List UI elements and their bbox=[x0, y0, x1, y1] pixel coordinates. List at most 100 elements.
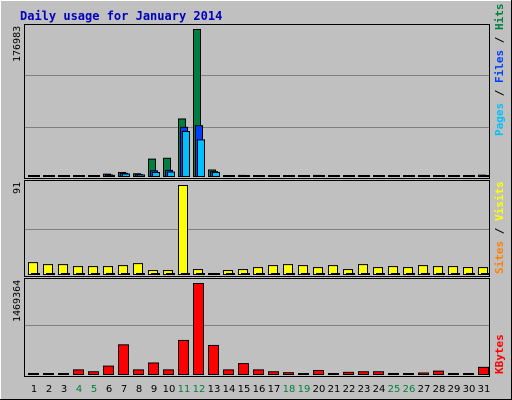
sites-bar bbox=[196, 273, 205, 275]
legend-pages: Pages bbox=[493, 103, 506, 136]
day-label: 4 bbox=[76, 384, 82, 395]
day-label: 26 bbox=[403, 384, 416, 395]
day-label: 3 bbox=[61, 384, 67, 395]
legend-middle: Sites / Visits bbox=[493, 181, 506, 274]
day-label: 15 bbox=[238, 384, 251, 395]
day-label: 25 bbox=[388, 384, 401, 395]
legend-kbytes: KBytes bbox=[493, 334, 506, 374]
pages-bar bbox=[122, 173, 130, 177]
panel-bottom-frame bbox=[24, 278, 490, 377]
sites-bar bbox=[421, 273, 430, 275]
sites-bar bbox=[391, 273, 400, 275]
sites-bar bbox=[151, 273, 160, 275]
kbytes-bar bbox=[373, 371, 384, 376]
pages-bar bbox=[62, 175, 70, 177]
sites-bar bbox=[466, 273, 475, 275]
kbytes-bar bbox=[313, 369, 324, 375]
sites-bar bbox=[361, 273, 370, 275]
day-label: 13 bbox=[208, 384, 221, 395]
pages-bar bbox=[92, 175, 100, 177]
pages-bar bbox=[227, 175, 235, 177]
kbytes-bar bbox=[208, 344, 219, 375]
y-max-label-top: 176983 bbox=[12, 26, 23, 62]
day-label: 30 bbox=[463, 384, 476, 395]
pages-bar bbox=[332, 175, 340, 177]
pages-bar bbox=[47, 175, 55, 177]
kbytes-bar bbox=[58, 373, 69, 375]
sites-bar bbox=[241, 273, 250, 275]
pages-bar bbox=[242, 175, 250, 177]
kbytes-bar bbox=[133, 369, 144, 375]
day-label: 19 bbox=[298, 384, 311, 395]
day-labels: 1 2 3 4 5 6 7 8 9 10 11 12 13 14 15 16 17 18 19 20 21 22 23 24 2… bbox=[31, 384, 491, 395]
day-label: 10 bbox=[163, 384, 176, 395]
sites-bar bbox=[211, 273, 220, 275]
pages-bar bbox=[302, 175, 310, 177]
sites-bar bbox=[106, 273, 115, 275]
pages-bar bbox=[272, 175, 280, 177]
day-label: 1 bbox=[31, 384, 37, 395]
sites-bar bbox=[121, 273, 130, 275]
pages-bar bbox=[407, 175, 415, 177]
sites-bar bbox=[61, 273, 70, 275]
visits-bar bbox=[133, 263, 143, 275]
kbytes-bar bbox=[343, 371, 354, 375]
sites-bar bbox=[76, 273, 85, 275]
pages-bar bbox=[482, 175, 490, 177]
kbytes-bar bbox=[118, 344, 129, 376]
sites-bar bbox=[31, 273, 40, 275]
pages-bar bbox=[152, 171, 160, 178]
sites-bar bbox=[226, 273, 235, 275]
kbytes-bar bbox=[388, 373, 399, 375]
day-label: 9 bbox=[151, 384, 157, 395]
kbytes-bar bbox=[43, 373, 54, 375]
kbytes-bar bbox=[253, 369, 264, 375]
kbytes-bar bbox=[403, 373, 414, 375]
pages-bar bbox=[167, 171, 175, 178]
bar-marks bbox=[28, 29, 490, 376]
pages-bar bbox=[197, 139, 205, 177]
kbytes-bar bbox=[178, 339, 189, 376]
pages-bar bbox=[437, 175, 445, 177]
pages-bar bbox=[377, 175, 385, 177]
sites-bar bbox=[256, 273, 265, 275]
day-label: 14 bbox=[223, 384, 236, 395]
day-label: 27 bbox=[418, 384, 431, 395]
day-label: 5 bbox=[91, 384, 97, 395]
legend-sep: / bbox=[493, 83, 506, 103]
sites-bar bbox=[436, 273, 445, 275]
day-label: 24 bbox=[373, 384, 386, 395]
pages-bar bbox=[452, 175, 460, 177]
visits-bar bbox=[178, 185, 188, 275]
pages-bar bbox=[212, 171, 220, 178]
pages-bar bbox=[392, 175, 400, 177]
sites-bar bbox=[451, 273, 460, 275]
sites-bar bbox=[166, 273, 175, 275]
pages-bar bbox=[347, 175, 355, 177]
sites-bar bbox=[331, 273, 340, 275]
y-max-label-middle: 91 bbox=[12, 182, 23, 194]
day-label: 2 bbox=[46, 384, 52, 395]
sites-bar bbox=[91, 273, 100, 275]
kbytes-bar bbox=[28, 373, 39, 375]
grid-lines bbox=[25, 75, 489, 326]
kbytes-bar bbox=[358, 371, 369, 376]
kbytes-bar bbox=[448, 373, 459, 375]
pages-bar bbox=[137, 174, 145, 178]
chart-title: Daily usage for January 2014 bbox=[20, 9, 222, 23]
day-label: 22 bbox=[343, 384, 356, 395]
legend-bottom: KBytes bbox=[493, 334, 506, 374]
kbytes-bar bbox=[238, 363, 249, 376]
day-label: 31 bbox=[478, 384, 491, 395]
sites-bar bbox=[481, 273, 490, 275]
kbytes-bar bbox=[328, 373, 339, 375]
pages-bar bbox=[317, 175, 325, 177]
day-label: 11 bbox=[178, 384, 191, 395]
kbytes-bar bbox=[223, 369, 234, 375]
kbytes-bar bbox=[298, 373, 309, 375]
sites-bar bbox=[316, 273, 325, 275]
kbytes-bar bbox=[73, 369, 84, 375]
legend-visits: Visits bbox=[493, 181, 506, 221]
kbytes-bar bbox=[418, 372, 429, 375]
